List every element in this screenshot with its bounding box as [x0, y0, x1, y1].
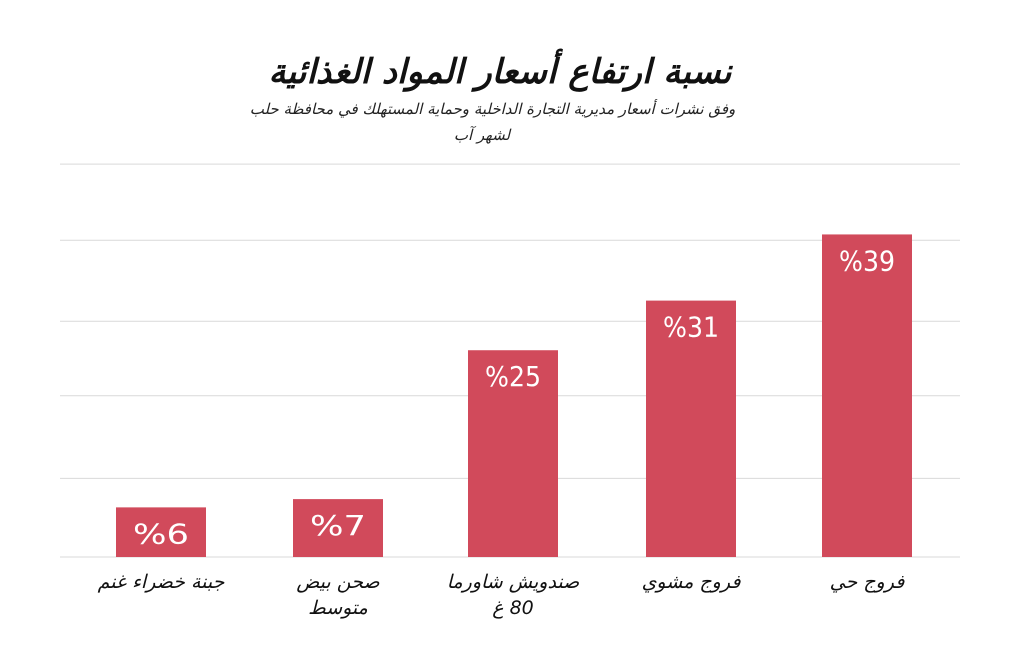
bar: [468, 350, 558, 557]
category-label: صندويش شاورما: [447, 571, 580, 593]
data-label: %25: [485, 360, 541, 393]
category-label: 80 غ: [492, 597, 534, 619]
chart-title: نسبة ارتفاع أسعار المواد الغذائية: [268, 52, 732, 92]
bar: [293, 499, 383, 557]
data-label: %7: [310, 509, 366, 542]
category-label: فروج حي: [830, 571, 906, 593]
bar: [116, 507, 206, 557]
category-label: صحن بيض: [296, 571, 380, 593]
category-label: جبنة خضراء غنم: [98, 571, 225, 593]
bars: [116, 234, 912, 557]
chart-subtitle: وفق نشرات أسعار مديرية التجارة الداخلية …: [249, 100, 736, 118]
chart-subtitle-month: لشهر آب: [453, 126, 511, 144]
category-label: متوسط: [308, 597, 368, 619]
category-labels: جبنة خضراء غنم صحن بيض متوسط صندويش شاورما 8…: [98, 571, 906, 619]
data-labels: %6 %7 %25 %31 %39: [133, 244, 895, 550]
data-label: %31: [663, 311, 719, 344]
data-label: %6: [133, 517, 189, 550]
bar: [646, 300, 736, 557]
data-label: %39: [839, 244, 895, 277]
category-label: فروج مشوي: [642, 571, 742, 593]
bar: [822, 234, 912, 557]
